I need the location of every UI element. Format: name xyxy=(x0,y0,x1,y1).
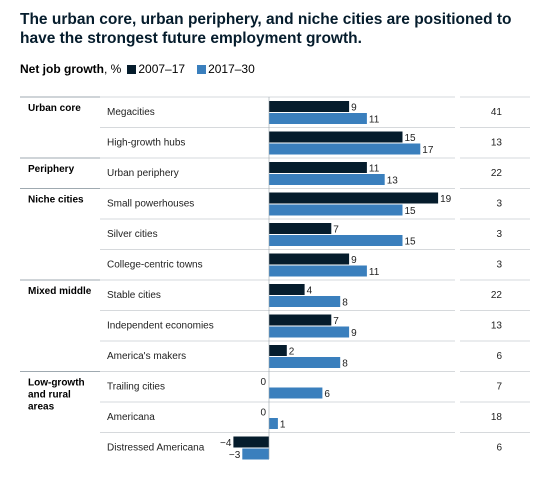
data-label: 2 xyxy=(289,347,295,358)
data-label: 7 xyxy=(333,225,339,236)
group-label: Periphery xyxy=(28,164,75,175)
chart-title: The urban core, urban periphery, and nic… xyxy=(20,11,512,47)
data-label: 19 xyxy=(440,194,452,205)
right-value: 6 xyxy=(496,443,502,454)
data-label: 0 xyxy=(260,408,266,419)
bar-2017-30 xyxy=(269,387,323,399)
right-value: 22 xyxy=(491,168,503,179)
category-label: America's makers xyxy=(107,351,186,362)
right-value: 18 xyxy=(491,412,503,423)
bar-2017-30 xyxy=(269,357,341,368)
category-label: Silver cities xyxy=(107,229,158,240)
category-label: College-centric towns xyxy=(107,260,203,271)
bar-2017-30 xyxy=(242,448,269,460)
data-label: 9 xyxy=(351,255,357,266)
category-label: Stable cities xyxy=(107,290,161,301)
right-value: 22 xyxy=(491,290,503,301)
group-label: Mixed middle xyxy=(28,286,92,297)
right-value: 3 xyxy=(496,199,502,210)
bar-2017-30 xyxy=(269,326,350,338)
data-label: 4 xyxy=(307,286,313,297)
data-label: −3 xyxy=(229,450,241,461)
bar-2017-30 xyxy=(269,296,341,307)
right-value: 13 xyxy=(491,138,503,149)
data-label: 8 xyxy=(342,359,348,370)
bar-2017-30 xyxy=(269,113,367,124)
bar-2007-17 xyxy=(269,223,332,234)
legend-item-2007-17: 2007–17 xyxy=(127,62,185,76)
category-label: Independent economies xyxy=(107,321,214,332)
bar-2007-17 xyxy=(269,253,350,265)
bar-2007-17 xyxy=(269,131,403,143)
right-value: 3 xyxy=(496,229,502,240)
bar-2017-30 xyxy=(269,143,421,155)
data-label: 17 xyxy=(422,145,434,156)
data-label: 11 xyxy=(369,115,380,126)
data-label: 7 xyxy=(333,316,339,327)
category-label: Distressed Americana xyxy=(107,443,205,454)
bar-2017-30 xyxy=(269,204,403,216)
legend-item-2017-30: 2017–30 xyxy=(197,62,255,76)
data-label: −4 xyxy=(220,438,232,449)
group-label: Urban core xyxy=(28,103,81,114)
legend-swatch-2017-30 xyxy=(197,64,207,74)
right-value: 6 xyxy=(496,351,502,362)
group-label: Low-growth and rural areas xyxy=(28,378,85,413)
category-label: Urban periphery xyxy=(107,168,179,179)
bar-2017-30 xyxy=(269,174,385,185)
legend: Net job growth, % 2007–17 2017–30 xyxy=(20,62,267,76)
bar-2007-17 xyxy=(269,101,350,112)
right-value: 41 xyxy=(491,107,503,118)
legend-title: Net job growth, % xyxy=(20,62,122,76)
category-label: Small powerhouses xyxy=(107,199,194,210)
bar-2017-30 xyxy=(269,418,278,429)
category-label: Megacities xyxy=(107,107,155,118)
bar-2007-17 xyxy=(269,192,439,204)
group-label: Niche cities xyxy=(28,195,84,206)
data-label: 11 xyxy=(369,164,380,175)
data-label: 6 xyxy=(324,389,330,400)
data-label: 0 xyxy=(260,377,266,388)
right-value: 7 xyxy=(496,382,502,393)
legend-label-2007-17: 2007–17 xyxy=(138,62,186,76)
data-label: 13 xyxy=(387,176,399,187)
data-label: 9 xyxy=(351,328,357,339)
data-label: 9 xyxy=(351,103,357,114)
data-label: 8 xyxy=(342,298,348,309)
data-label: 15 xyxy=(405,133,417,144)
bar-2007-17 xyxy=(233,436,269,448)
bar-2007-17 xyxy=(269,314,332,326)
right-value: 3 xyxy=(496,260,502,271)
bar-2007-17 xyxy=(269,284,305,295)
data-label: 15 xyxy=(405,206,417,217)
data-label: 11 xyxy=(369,267,380,278)
legend-label-2017-30: 2017–30 xyxy=(208,62,255,76)
category-label: High-growth hubs xyxy=(107,138,185,149)
bar-2007-17 xyxy=(269,162,367,173)
right-value: 13 xyxy=(491,321,503,332)
legend-swatch-2007-17 xyxy=(127,64,137,74)
category-label: Trailing cities xyxy=(107,382,165,393)
bar-2017-30 xyxy=(269,265,367,277)
bar-2017-30 xyxy=(269,235,403,246)
data-label: 1 xyxy=(280,420,286,431)
data-label: 15 xyxy=(405,237,417,248)
bar-2007-17 xyxy=(269,345,287,356)
category-label: Americana xyxy=(107,412,155,423)
